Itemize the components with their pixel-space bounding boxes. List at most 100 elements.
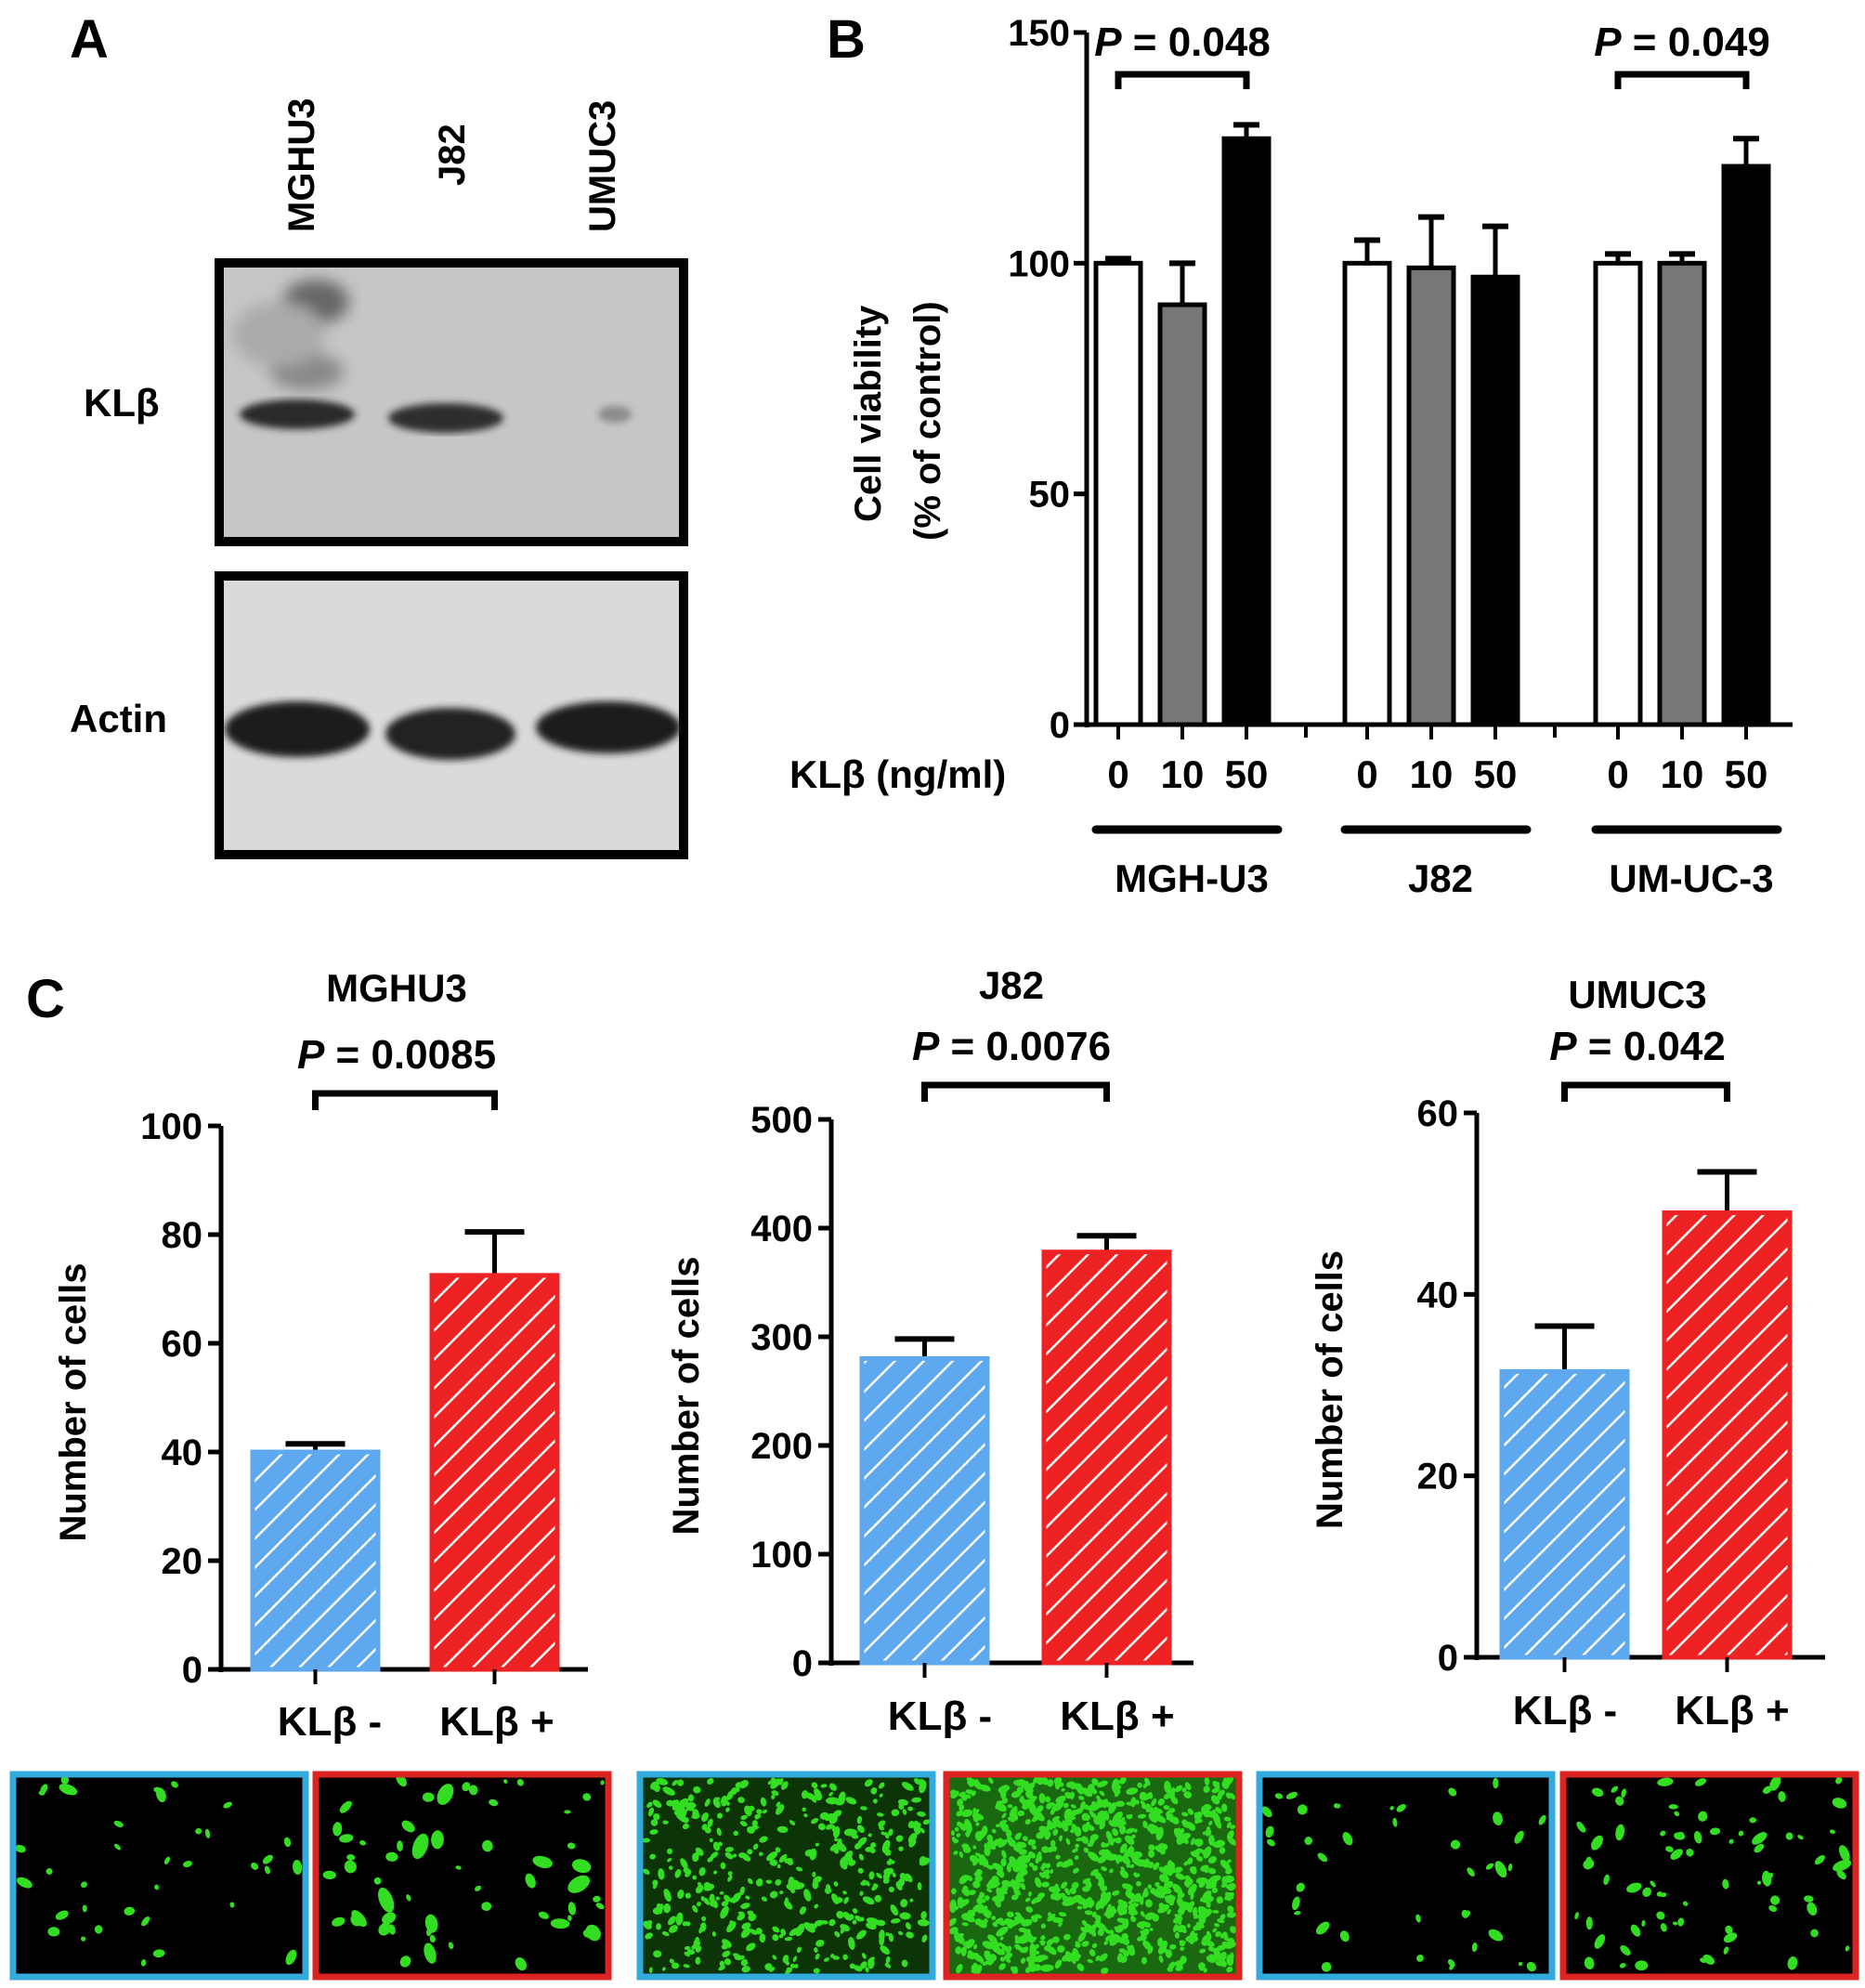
micrograph-cell bbox=[963, 1941, 969, 1946]
micrograph-cell bbox=[1051, 1936, 1060, 1943]
micrograph-cell bbox=[796, 1946, 802, 1954]
micrograph-cell bbox=[1139, 1793, 1151, 1801]
micrograph-cell bbox=[1109, 1838, 1116, 1845]
migration-title: J82 bbox=[979, 963, 1044, 1007]
micrograph-cell bbox=[1154, 1845, 1164, 1853]
lane-label-mghu3: MGHU3 bbox=[281, 98, 322, 232]
micrograph-cell bbox=[1082, 1877, 1091, 1884]
micrograph-cell bbox=[704, 1798, 711, 1807]
micrograph-cell bbox=[1020, 1882, 1026, 1890]
migration-ylabel: Number of cells bbox=[53, 1262, 94, 1541]
micrograph-cell bbox=[1642, 1887, 1651, 1897]
micrograph-cell bbox=[1058, 1921, 1063, 1928]
micrograph-cell bbox=[1070, 1804, 1076, 1809]
micrograph-frame bbox=[636, 1771, 936, 1981]
micrograph-cell bbox=[1128, 1813, 1133, 1820]
micrograph-cell bbox=[1083, 1847, 1089, 1853]
micrograph-cell bbox=[1160, 1874, 1169, 1883]
micrograph-cell bbox=[1099, 1822, 1106, 1830]
micrograph-cell bbox=[1032, 1864, 1038, 1871]
micrograph-cell bbox=[959, 1822, 967, 1831]
micrograph-cell bbox=[1037, 1851, 1042, 1861]
migration-ytick-label: 20 bbox=[1417, 1457, 1459, 1498]
micrograph-cell bbox=[1030, 1915, 1038, 1923]
micrograph-cell bbox=[900, 1899, 908, 1908]
micrograph-cell bbox=[734, 1953, 740, 1958]
micrograph-cell bbox=[1050, 1808, 1056, 1815]
micrograph-cell bbox=[1077, 1931, 1087, 1942]
micrograph-cell bbox=[994, 1899, 1001, 1908]
migration-significance-bracket bbox=[312, 1090, 498, 1110]
migration-chart-j82: 0 100 200 300 400 500 Number of cells KLβ - KLβ … bbox=[666, 963, 1193, 1739]
micrograph-cell bbox=[1089, 1949, 1096, 1956]
micrograph-cell bbox=[80, 1936, 86, 1942]
micrograph-cell bbox=[757, 1813, 762, 1819]
micrograph-cell bbox=[684, 1945, 691, 1951]
migration-xtick-label: KLβ + bbox=[439, 1699, 554, 1745]
micrograph-cell bbox=[1225, 1884, 1231, 1890]
micrograph-cell bbox=[1769, 1775, 1781, 1791]
micrograph-cell bbox=[1054, 1959, 1063, 1969]
micrograph-cell bbox=[1076, 1838, 1083, 1842]
micrograph-cell bbox=[812, 1871, 816, 1877]
micrograph-background bbox=[316, 1774, 608, 1977]
micrograph-cell bbox=[1007, 1922, 1013, 1929]
micrograph-cell bbox=[899, 1912, 911, 1920]
micrograph-cell bbox=[401, 1820, 415, 1833]
micrograph-cell bbox=[803, 1889, 812, 1902]
micrograph-cell bbox=[870, 1842, 877, 1849]
micrograph-cell bbox=[1641, 1919, 1646, 1927]
micrograph-cell bbox=[786, 1883, 796, 1891]
viability-significance-bracket bbox=[1115, 71, 1250, 89]
micrograph-cell bbox=[1046, 1802, 1053, 1810]
micrograph-cell bbox=[890, 1917, 901, 1924]
micrograph-cell bbox=[1142, 1940, 1152, 1950]
micrograph-cell bbox=[1005, 1945, 1012, 1955]
micrograph-cell bbox=[833, 1881, 839, 1887]
micrograph-cell bbox=[739, 1821, 748, 1827]
micrograph-cell bbox=[1024, 1897, 1031, 1903]
micrograph-cell bbox=[1103, 1941, 1109, 1945]
micrograph-cell bbox=[1768, 1905, 1778, 1912]
micrograph-cell bbox=[81, 1881, 87, 1889]
micrograph-cell bbox=[759, 1933, 766, 1943]
micrograph-cell bbox=[515, 1956, 527, 1971]
micrograph-cell bbox=[1167, 1909, 1171, 1915]
micrograph-cell bbox=[998, 1948, 1004, 1954]
row-label-actin: Actin bbox=[70, 697, 167, 740]
micrograph-cell bbox=[1226, 1830, 1234, 1841]
micrograph-cell bbox=[468, 1785, 478, 1796]
micrograph-cell bbox=[1175, 1965, 1184, 1971]
micrograph-cell bbox=[1056, 1861, 1063, 1867]
micrograph-cell bbox=[1193, 1932, 1198, 1937]
micrograph-cell bbox=[1785, 1832, 1793, 1840]
micrograph-cell bbox=[726, 1790, 734, 1800]
micrograph-cell bbox=[1167, 1895, 1176, 1903]
micrograph-cell bbox=[16, 1877, 33, 1889]
micrograph-cell bbox=[981, 1854, 985, 1860]
micrograph-cell bbox=[1157, 1798, 1166, 1806]
micrograph-cell bbox=[845, 1797, 857, 1805]
micrograph-cell bbox=[1096, 1798, 1103, 1805]
micrograph-cell bbox=[1099, 1897, 1106, 1905]
micrograph-cell bbox=[1035, 1877, 1042, 1889]
micrograph-cell bbox=[285, 1949, 297, 1966]
viability-xtick-label: 50 bbox=[1474, 752, 1518, 796]
blot-actin-membrane bbox=[215, 571, 688, 859]
micrograph-cell bbox=[698, 1926, 704, 1934]
micrograph-cell bbox=[1228, 1942, 1237, 1949]
micrograph-cell bbox=[1216, 1839, 1226, 1846]
micrograph-cell bbox=[842, 1890, 847, 1895]
micrograph-cell bbox=[1119, 1869, 1129, 1878]
micrograph-cell bbox=[739, 1886, 745, 1896]
micrograph-cell bbox=[1450, 1839, 1461, 1850]
micrograph-cell bbox=[1175, 1873, 1185, 1880]
band-j82-klb bbox=[388, 403, 503, 433]
micrograph-cell bbox=[1053, 1776, 1063, 1785]
micrograph-cell bbox=[424, 1942, 437, 1964]
micrograph-cell bbox=[959, 1875, 969, 1885]
micrograph-cell bbox=[1129, 1851, 1143, 1860]
micrograph-cell bbox=[733, 1830, 738, 1837]
micrograph-cell bbox=[1144, 1777, 1151, 1786]
migration-ytick-label: 0 bbox=[1438, 1638, 1458, 1679]
